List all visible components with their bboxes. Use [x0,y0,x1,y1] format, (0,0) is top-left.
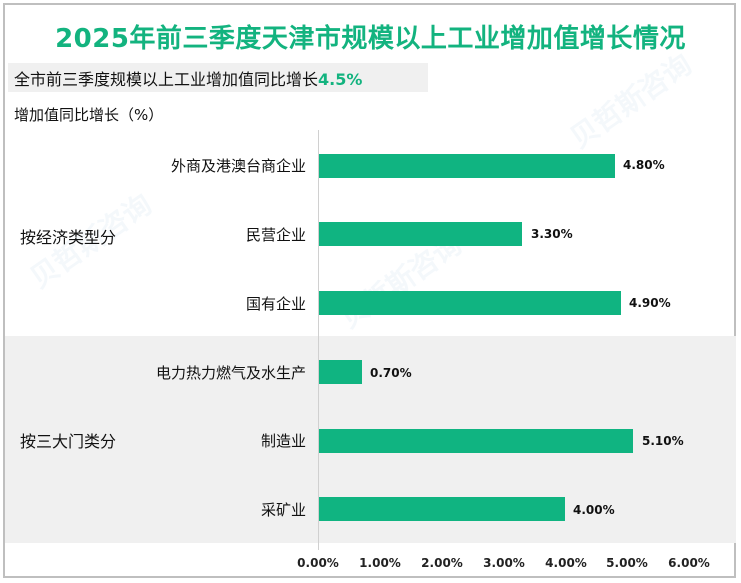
x-tick: 2.00% [421,556,463,570]
category-axis-line [318,130,319,550]
data-label: 4.00% [573,503,615,517]
chart-title: 2025年前三季度天津市规模以上工业增加值增长情况 [55,24,686,54]
x-tick: 6.00% [668,556,710,570]
category-label: 制造业 [260,432,306,450]
data-label: 4.90% [629,296,671,310]
x-tick: 5.00% [606,556,648,570]
group-label-industry-category: 按三大门类分 [20,432,117,451]
category-label: 外商及港澳台商企业 [170,157,306,175]
data-label: 5.10% [642,434,684,448]
category-label: 国有企业 [245,295,306,313]
bar-state-owned-enterprises[interactable] [319,291,621,315]
chart-subtitle: 全市前三季度规模以上工业增加值同比增长4.5% [14,66,362,90]
bar-utilities[interactable] [319,360,362,384]
category-label: 采矿业 [260,501,306,519]
category-label: 电力热力燃气及水生产 [155,364,306,382]
x-tick: 0.00% [297,556,339,570]
category-label: 民营企业 [245,226,306,244]
data-label: 4.80% [623,158,665,172]
data-label: 3.30% [531,227,573,241]
bar-manufacturing[interactable] [319,429,633,453]
x-tick: 4.00% [545,556,587,570]
x-tick: 3.00% [483,556,525,570]
bar-mining[interactable] [319,497,565,521]
y-axis-title: 增加值同比增长（%） [14,106,164,124]
data-label: 0.70% [370,366,412,380]
bar-foreign-enterprises[interactable] [319,154,615,178]
subtitle-background [8,63,428,92]
x-tick: 1.00% [359,556,401,570]
subtitle-value: 4.5% [318,70,363,89]
group-label-economic-type: 按经济类型分 [20,228,117,247]
subtitle-text: 全市前三季度规模以上工业增加值同比增长 [14,70,319,89]
bar-private-enterprises[interactable] [319,222,522,246]
